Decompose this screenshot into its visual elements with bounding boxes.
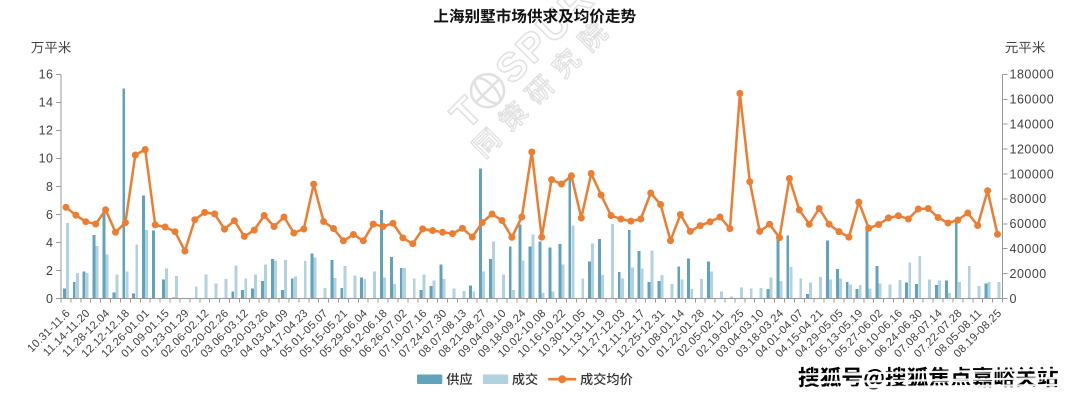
svg-text:160000: 160000 xyxy=(1010,93,1055,107)
svg-text:2: 2 xyxy=(46,264,53,278)
svg-text:0: 0 xyxy=(1010,292,1017,306)
svg-text:80000: 80000 xyxy=(1010,192,1047,206)
svg-text:16: 16 xyxy=(39,68,54,82)
svg-text:40000: 40000 xyxy=(1010,242,1047,256)
svg-text:12: 12 xyxy=(39,124,54,138)
svg-text:140000: 140000 xyxy=(1010,118,1055,132)
svg-text:180000: 180000 xyxy=(1010,68,1055,82)
svg-text:6: 6 xyxy=(46,208,53,222)
svg-text:100000: 100000 xyxy=(1010,167,1055,181)
svg-text:20000: 20000 xyxy=(1010,267,1047,281)
svg-text:60000: 60000 xyxy=(1010,217,1047,231)
svg-text:10: 10 xyxy=(39,152,54,166)
svg-text:0: 0 xyxy=(46,292,53,306)
svg-text:14: 14 xyxy=(39,96,54,110)
svg-text:120000: 120000 xyxy=(1010,142,1055,156)
svg-text:4: 4 xyxy=(46,236,53,250)
svg-text:8: 8 xyxy=(46,180,53,194)
